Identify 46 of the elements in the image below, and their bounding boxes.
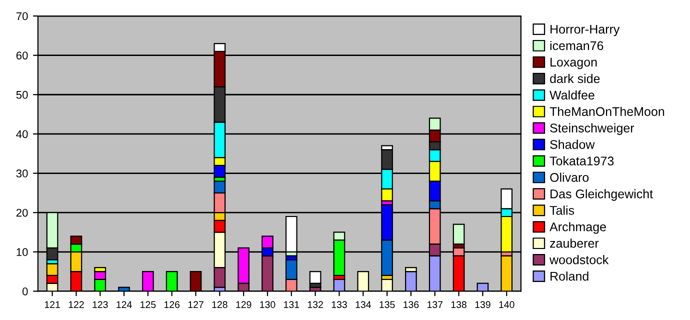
x-tick-label: 136 — [404, 301, 419, 308]
x-tick-label: 134 — [356, 301, 371, 308]
legend-label: zauberer — [550, 238, 599, 248]
x-tick-label: 135 — [380, 301, 395, 308]
x-tick-label: 131 — [284, 301, 300, 308]
x-tick-label: 127 — [188, 301, 204, 308]
x-tick-label: 140 — [499, 301, 514, 308]
legend-label: Tokata1973 — [550, 156, 614, 166]
x-tick-label: 125 — [140, 301, 156, 308]
bar — [309, 270, 322, 284]
bar — [452, 224, 465, 245]
legend-label: Waldfee — [550, 90, 594, 100]
legend-label: Shadow — [550, 140, 595, 149]
x-tick-label: 130 — [260, 301, 276, 308]
legend-label: Archmage — [550, 222, 606, 234]
x-tick-label: 137 — [428, 301, 442, 308]
y-tick-label: 50 — [16, 90, 28, 99]
x-tick-label: 124 — [116, 301, 132, 308]
x-tick-label: 129 — [236, 301, 252, 308]
x-tick-label: 126 — [164, 301, 180, 308]
x-tick-label: 138 — [451, 301, 466, 308]
legend-label: Loxagon — [550, 58, 597, 70]
x-tick-label: 139 — [475, 301, 490, 308]
x-tick-label: 128 — [212, 301, 228, 308]
x-tick-label: 121 — [44, 301, 60, 308]
x-tick-label: 122 — [68, 301, 84, 308]
legend-label: Olivaro — [550, 172, 589, 182]
legend-label: TheManOnTheMoon — [550, 106, 664, 116]
legend-label: Horror-Harry — [550, 24, 620, 36]
legend-label: Das Gleichgewicht — [550, 189, 653, 201]
legend-label: Steinschweiger — [550, 123, 634, 135]
legend-label: dark side — [550, 74, 600, 84]
x-tick-label: 132 — [308, 301, 323, 308]
y-tick-label: 70 — [16, 12, 28, 20]
x-tick-label: 123 — [92, 301, 108, 308]
y-tick-label: 10 — [16, 248, 28, 256]
y-tick-label: 40 — [16, 130, 28, 138]
y-tick-label: 30 — [16, 170, 28, 178]
y-tick-label: 20 — [16, 208, 28, 217]
y-tick-label: 60 — [16, 52, 28, 60]
x-tick-label: 133 — [332, 301, 347, 308]
legend-label: Talis — [550, 206, 574, 215]
legend-label: iceman76 — [550, 40, 604, 50]
legend-label: woodstock — [550, 255, 609, 264]
y-tick-label: 0 — [22, 287, 28, 296]
legend-label: Roland — [550, 272, 588, 281]
